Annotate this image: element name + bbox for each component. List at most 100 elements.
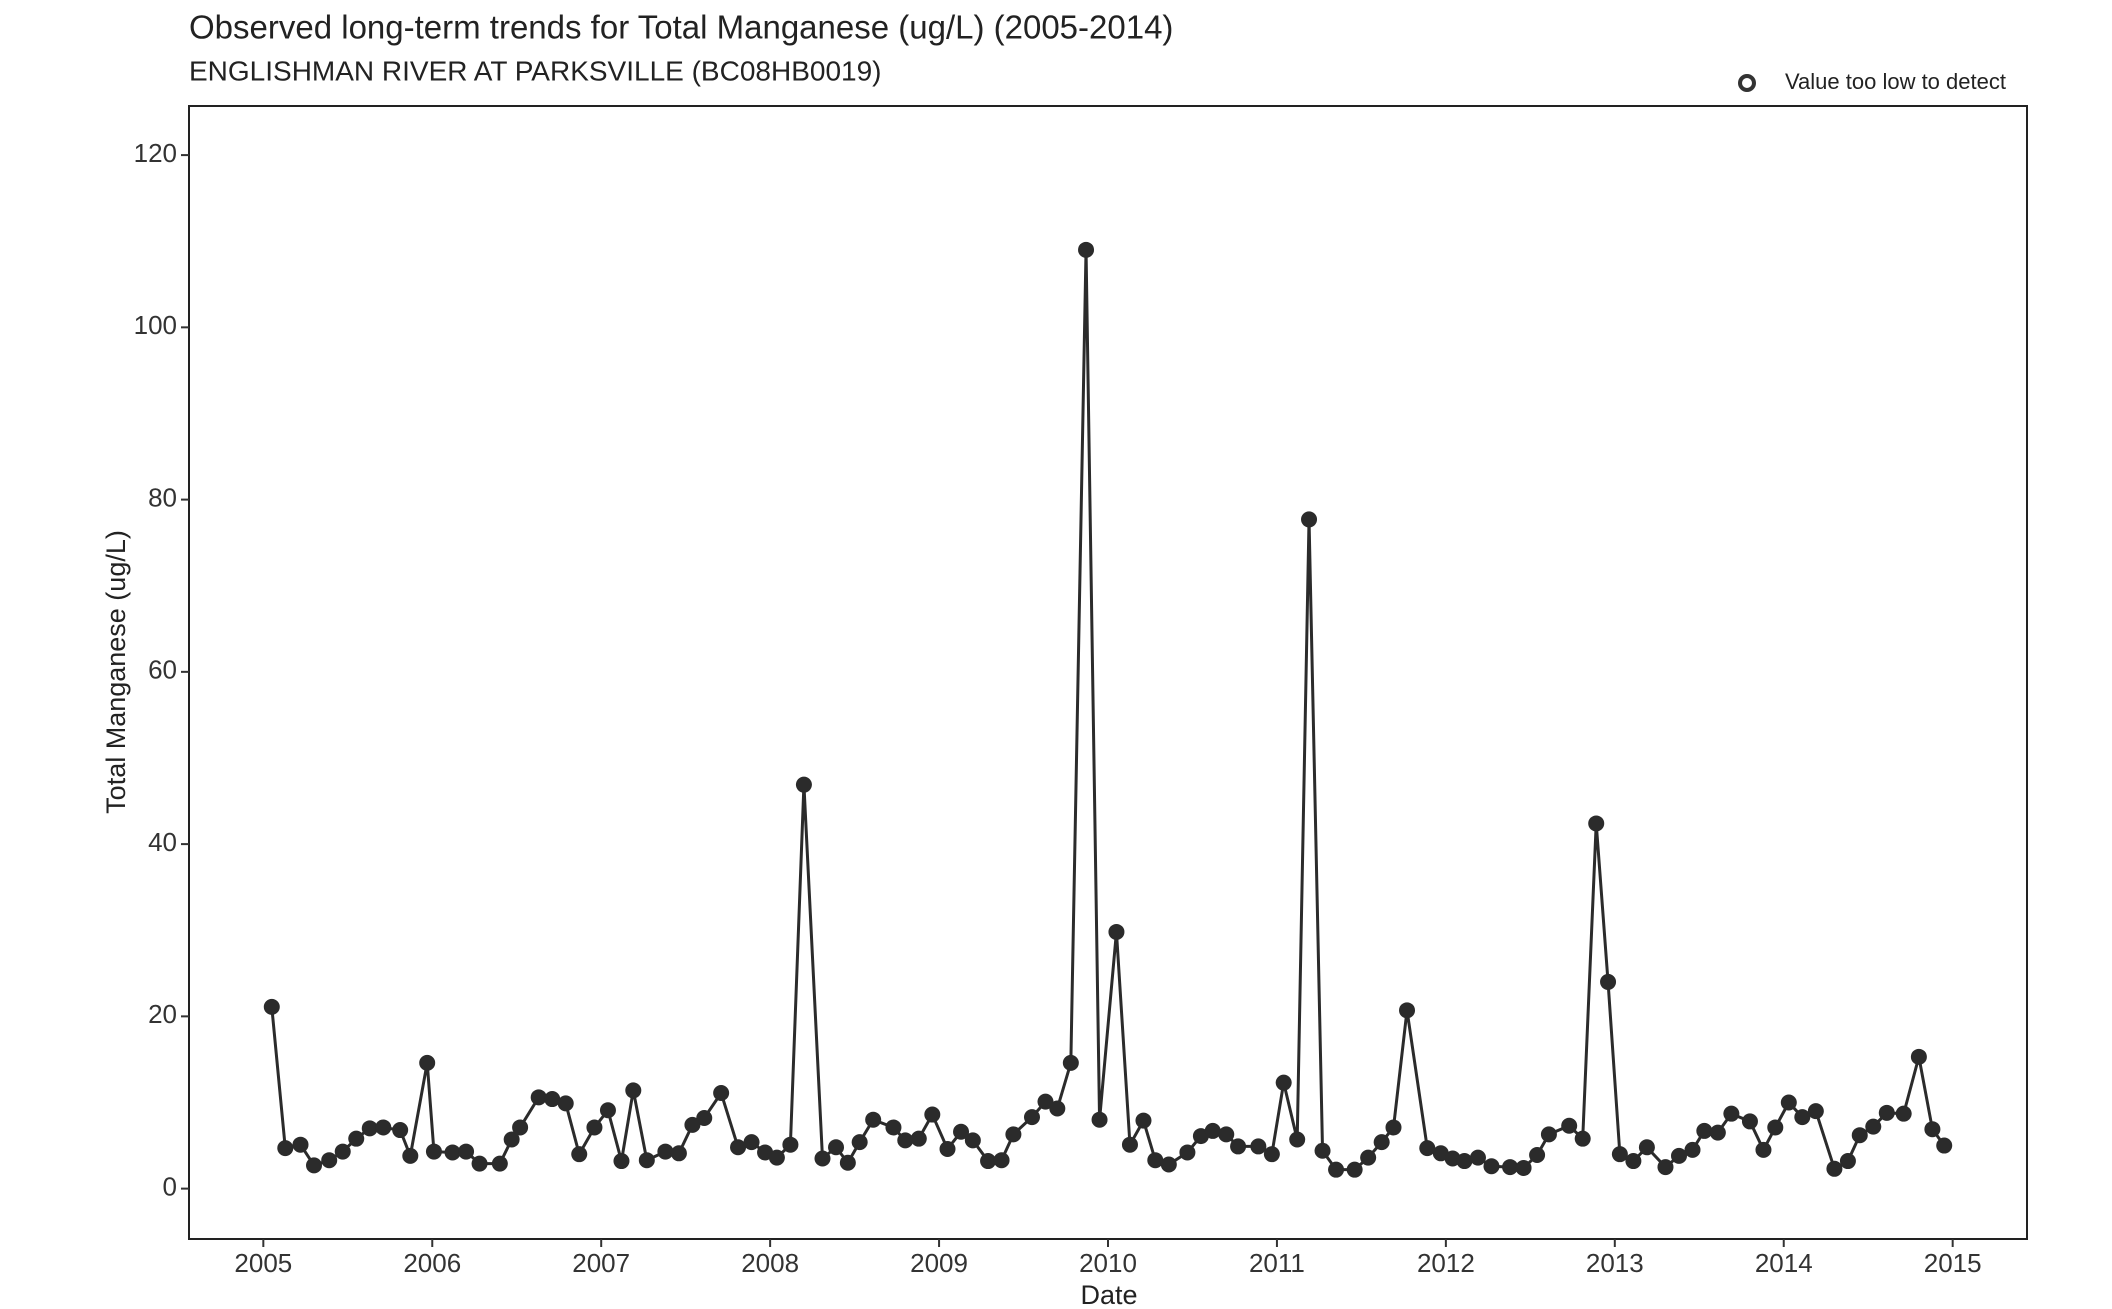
data-point [1625, 1153, 1642, 1170]
y-tick-label: 60 [148, 655, 177, 685]
data-point [334, 1143, 351, 1160]
data-point [1049, 1100, 1066, 1117]
data-point [1910, 1048, 1927, 1065]
data-point [402, 1147, 419, 1164]
data-point [1373, 1134, 1390, 1151]
data-point [1780, 1094, 1797, 1111]
data-point [425, 1143, 442, 1160]
data-point [1314, 1142, 1331, 1159]
data-point [795, 776, 812, 793]
data-point [625, 1082, 642, 1099]
data-point [1419, 1140, 1436, 1157]
data-point [1807, 1103, 1824, 1120]
x-tick-label: 2005 [234, 1248, 292, 1278]
data-point [953, 1123, 970, 1140]
data-point [1250, 1138, 1267, 1155]
data-point [1826, 1160, 1843, 1177]
data-point [1529, 1147, 1546, 1164]
data-point [444, 1144, 461, 1161]
x-tick-label: 2015 [1924, 1248, 1982, 1278]
data-point [1755, 1141, 1772, 1158]
data-point [638, 1152, 655, 1169]
data-point [1147, 1152, 1164, 1169]
data-point [782, 1136, 799, 1153]
data-point [865, 1111, 882, 1128]
data-point [1135, 1112, 1152, 1129]
legend-symbol [1738, 74, 1756, 92]
data-point [670, 1145, 687, 1162]
data-point [530, 1089, 547, 1106]
data-point [1574, 1130, 1591, 1147]
data-point [471, 1155, 488, 1172]
data-point [1160, 1156, 1177, 1173]
data-point [1108, 923, 1125, 940]
data-point [1121, 1136, 1138, 1153]
data-point [1924, 1121, 1941, 1138]
data-point [613, 1153, 630, 1170]
data-point [696, 1109, 713, 1126]
y-tick-label: 0 [163, 1171, 177, 1201]
data-point [1469, 1149, 1486, 1166]
x-tick-label: 2010 [1079, 1248, 1137, 1278]
x-tick-label: 2012 [1417, 1248, 1475, 1278]
data-point [292, 1136, 309, 1153]
data-point [1023, 1109, 1040, 1126]
data-point [1540, 1126, 1557, 1143]
data-point [1561, 1117, 1578, 1134]
data-point [503, 1131, 520, 1148]
y-tick-label: 100 [134, 310, 177, 340]
data-point [586, 1119, 603, 1136]
data-point [980, 1153, 997, 1170]
data-point [491, 1155, 508, 1172]
data-point [544, 1091, 561, 1108]
data-point [851, 1134, 868, 1151]
data-point [1062, 1054, 1079, 1071]
data-point [993, 1152, 1010, 1169]
data-point [1670, 1147, 1687, 1164]
data-point [1723, 1105, 1740, 1122]
data-point [1399, 1002, 1416, 1019]
data-point [743, 1134, 760, 1151]
data-point [1611, 1146, 1628, 1163]
data-point [375, 1119, 392, 1136]
data-point [1385, 1119, 1402, 1136]
data-point [885, 1119, 902, 1136]
x-tick-label: 2009 [910, 1248, 968, 1278]
data-point [1865, 1118, 1882, 1135]
x-axis-label: Date [1080, 1280, 1137, 1309]
data-point [924, 1106, 941, 1123]
chart-subtitle: ENGLISHMAN RIVER AT PARKSVILLE (BC08HB00… [189, 55, 881, 86]
data-point [897, 1132, 914, 1149]
data-point [1741, 1113, 1758, 1130]
legend-label: Value too low to detect [1785, 69, 2006, 94]
chart-title: Observed long-term trends for Total Mang… [189, 9, 1173, 46]
data-point [1878, 1104, 1895, 1121]
data-point [684, 1116, 701, 1133]
data-point [1204, 1122, 1221, 1139]
data-point [348, 1130, 365, 1147]
x-tick-label: 2008 [741, 1248, 799, 1278]
data-point [392, 1122, 409, 1139]
data-point [1263, 1146, 1280, 1163]
data-point [1218, 1126, 1235, 1143]
x-tick-label: 2006 [403, 1248, 461, 1278]
data-point [1230, 1138, 1247, 1155]
data-point [939, 1140, 956, 1157]
data-point [1502, 1159, 1519, 1176]
data-point [557, 1095, 574, 1112]
data-point [1078, 241, 1095, 258]
data-point [1767, 1119, 1784, 1136]
data-point [1456, 1153, 1473, 1170]
x-tick-label: 2011 [1249, 1248, 1305, 1278]
data-point [1709, 1124, 1726, 1141]
data-point [1301, 511, 1318, 528]
data-point [1037, 1093, 1054, 1110]
data-point [599, 1102, 616, 1119]
data-point [1005, 1126, 1022, 1143]
data-point [263, 998, 280, 1015]
data-point [839, 1154, 856, 1171]
data-point [730, 1139, 747, 1156]
data-point [1275, 1074, 1292, 1091]
data-point [814, 1150, 831, 1167]
